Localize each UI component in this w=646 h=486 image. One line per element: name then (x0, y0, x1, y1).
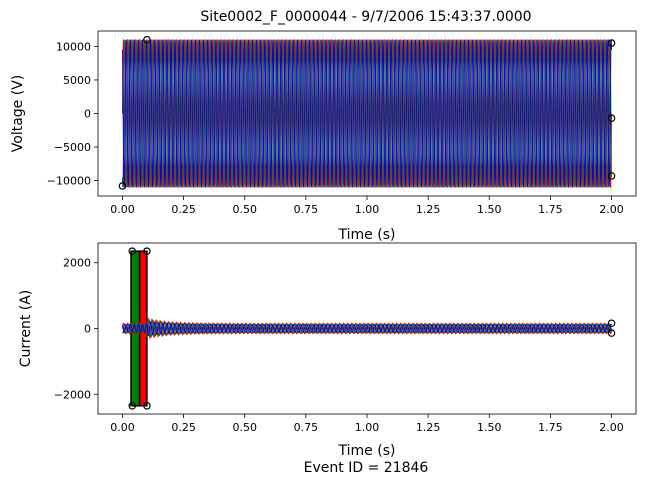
voltage-y-axis-label: Voltage (V) (10, 75, 26, 152)
y-tick-label: 5000 (63, 74, 91, 87)
x-tick-label: 1.50 (477, 421, 502, 434)
x-tick-label: 0.00 (110, 421, 135, 434)
x-tick-label: 1.75 (538, 203, 563, 216)
current-panel: 0.00 0.25 0.50 0.75 1.00 1.25 1.50 1.75 2.00 −200… (18, 242, 637, 459)
event-id-footer: Event ID = 21846 (304, 460, 429, 476)
current-x-axis-label: Time (s) (338, 443, 396, 459)
marker-point-1 (607, 114, 616, 122)
marker-point-5 (143, 401, 151, 410)
x-tick-label: 1.25 (416, 203, 441, 216)
series-line-1 (121, 39, 613, 188)
series-line-1 (121, 319, 613, 339)
series-line-2 (121, 321, 613, 337)
y-tick-label: −2000 (54, 388, 91, 401)
marker-point-4 (143, 247, 151, 256)
x-tick-label: 0.75 (294, 203, 319, 216)
marker-point-3 (143, 35, 151, 44)
voltage-x-axis-label: Time (s) (338, 227, 396, 243)
x-tick-label: 0.50 (232, 203, 257, 216)
y-tick-label: 2000 (63, 257, 91, 270)
marker-point-1 (607, 329, 616, 337)
x-tick-label: 1.00 (355, 203, 380, 216)
x-tick-label: 0.25 (171, 421, 196, 434)
marker-point-0 (607, 39, 616, 47)
y-tick-label: 0 (84, 323, 91, 336)
x-tick-label: 0.50 (232, 421, 257, 434)
x-tick-label: 1.50 (477, 203, 502, 216)
x-tick-label: 1.00 (355, 421, 380, 434)
y-tick-label: 10000 (56, 40, 91, 53)
marker-point-4 (118, 182, 127, 190)
voltage-panel: 0.00 0.25 0.50 0.75 1.00 1.25 1.50 1.75 2.00 −100… (10, 30, 637, 243)
series-line-0 (121, 39, 613, 188)
current-ticks: 0.00 0.25 0.50 0.75 1.00 1.25 1.50 1.75 2.00 −200… (54, 257, 624, 434)
current-y-axis-label: Current (A) (18, 290, 34, 368)
x-tick-label: 0.25 (171, 203, 196, 216)
voltage-ticks: 0.00 0.25 0.50 0.75 1.00 1.25 1.50 1.75 2.00 −100… (47, 40, 624, 216)
x-tick-label: 0.00 (110, 203, 135, 216)
series-line-0 (121, 317, 613, 339)
y-tick-label: −10000 (47, 175, 91, 188)
figure-title: Site0002_F_0000044 - 9/7/2006 15:43:37.0… (200, 9, 531, 25)
marker-point-2 (607, 172, 616, 180)
marker-point-3 (128, 401, 137, 410)
x-tick-label: 2.00 (599, 203, 624, 216)
x-tick-label: 2.00 (599, 421, 624, 434)
y-tick-label: −5000 (54, 141, 91, 154)
x-tick-label: 0.75 (294, 421, 319, 434)
y-tick-label: 0 (84, 108, 91, 121)
series-line-2 (121, 39, 613, 188)
x-tick-label: 1.25 (416, 421, 441, 434)
current-plot-area (121, 247, 616, 410)
x-tick-label: 1.75 (538, 421, 563, 434)
marker-point-2 (128, 247, 137, 256)
voltage-plot-area (118, 35, 616, 190)
marker-point-0 (607, 319, 616, 328)
